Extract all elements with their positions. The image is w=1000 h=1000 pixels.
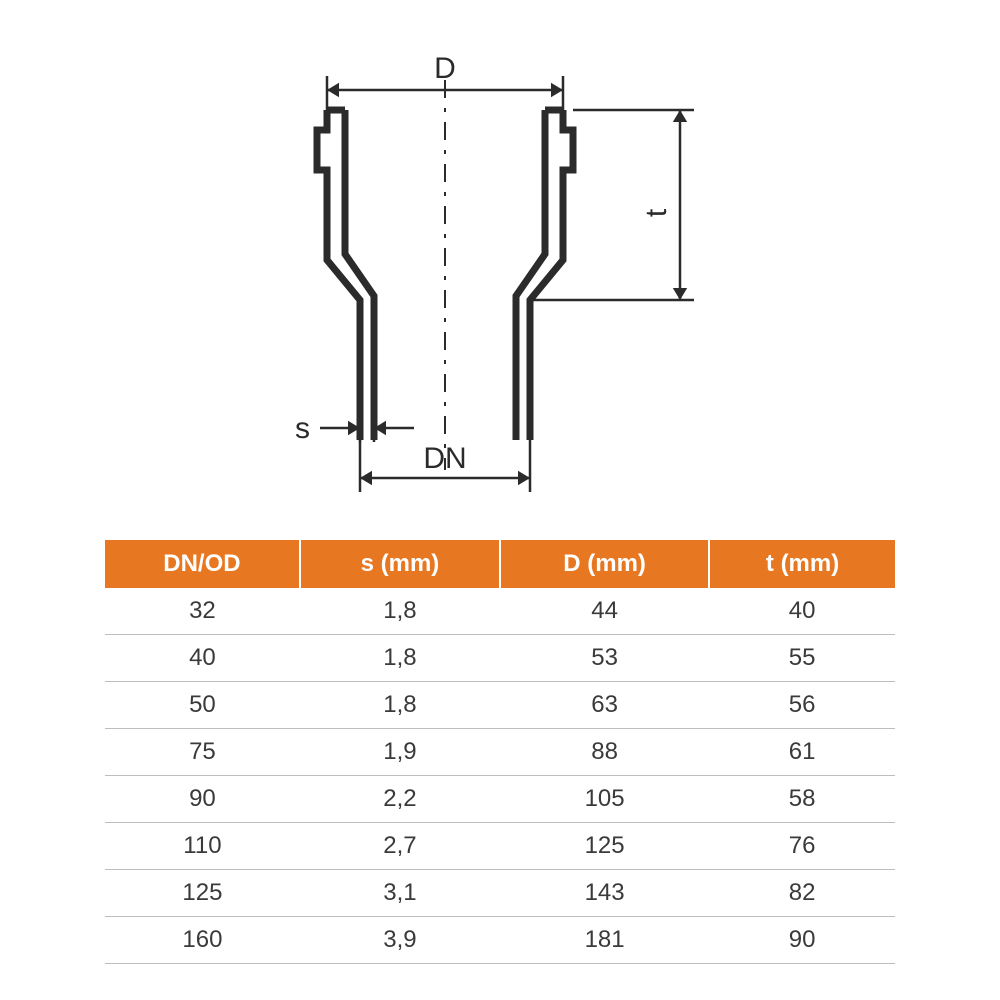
table-cell: 1,8 xyxy=(300,588,500,635)
table-row: 902,210558 xyxy=(105,776,895,823)
table-cell: 75 xyxy=(105,729,300,776)
table-cell: 50 xyxy=(105,682,300,729)
table-cell: 82 xyxy=(709,870,895,917)
table-cell: 56 xyxy=(709,682,895,729)
table-cell: 143 xyxy=(500,870,709,917)
table-cell: 53 xyxy=(500,635,709,682)
pipe-diagram: Dt DN s xyxy=(180,40,820,500)
table-cell: 55 xyxy=(709,635,895,682)
table-cell: 32 xyxy=(105,588,300,635)
table-cell: 58 xyxy=(709,776,895,823)
table-row: 401,85355 xyxy=(105,635,895,682)
table-cell: 90 xyxy=(105,776,300,823)
table-cell: 1,8 xyxy=(300,635,500,682)
col-header-3: t (mm) xyxy=(709,540,895,588)
col-header-2: D (mm) xyxy=(500,540,709,588)
svg-text:s: s xyxy=(295,412,310,445)
svg-text:D: D xyxy=(434,52,456,85)
table-cell: 40 xyxy=(105,635,300,682)
table-cell: 125 xyxy=(500,823,709,870)
table-cell: 2,7 xyxy=(300,823,500,870)
spec-table-head: DN/ODs (mm)D (mm)t (mm) xyxy=(105,540,895,588)
table-cell: 63 xyxy=(500,682,709,729)
table-row: 1102,712576 xyxy=(105,823,895,870)
table-row: 1253,114382 xyxy=(105,870,895,917)
table-cell: 90 xyxy=(709,917,895,964)
table-cell: 125 xyxy=(105,870,300,917)
pipe-svg: Dt DN s xyxy=(180,40,820,500)
table-row: 751,98861 xyxy=(105,729,895,776)
page-root: DtDNs DN/ODs (mm)D (mm)t (mm) 321,844404… xyxy=(0,0,1000,1000)
table-cell: 88 xyxy=(500,729,709,776)
table-cell: 1,8 xyxy=(300,682,500,729)
spec-table-wrap: DN/ODs (mm)D (mm)t (mm) 321,84440401,853… xyxy=(105,540,895,964)
table-row: 1603,918190 xyxy=(105,917,895,964)
table-cell: 61 xyxy=(709,729,895,776)
svg-text:DN: DN xyxy=(423,442,466,475)
table-cell: 40 xyxy=(709,588,895,635)
col-header-1: s (mm) xyxy=(300,540,500,588)
table-row: 321,84440 xyxy=(105,588,895,635)
table-cell: 44 xyxy=(500,588,709,635)
spec-table: DN/ODs (mm)D (mm)t (mm) 321,84440401,853… xyxy=(105,540,895,964)
table-cell: 76 xyxy=(709,823,895,870)
table-cell: 110 xyxy=(105,823,300,870)
table-cell: 105 xyxy=(500,776,709,823)
table-row: 501,86356 xyxy=(105,682,895,729)
col-header-0: DN/OD xyxy=(105,540,300,588)
table-cell: 160 xyxy=(105,917,300,964)
table-cell: 3,9 xyxy=(300,917,500,964)
table-cell: 2,2 xyxy=(300,776,500,823)
spec-table-header-row: DN/ODs (mm)D (mm)t (mm) xyxy=(105,540,895,588)
svg-text:t: t xyxy=(640,208,673,217)
table-cell: 1,9 xyxy=(300,729,500,776)
spec-table-body: 321,84440401,85355501,86356751,98861902,… xyxy=(105,588,895,964)
table-cell: 181 xyxy=(500,917,709,964)
table-cell: 3,1 xyxy=(300,870,500,917)
